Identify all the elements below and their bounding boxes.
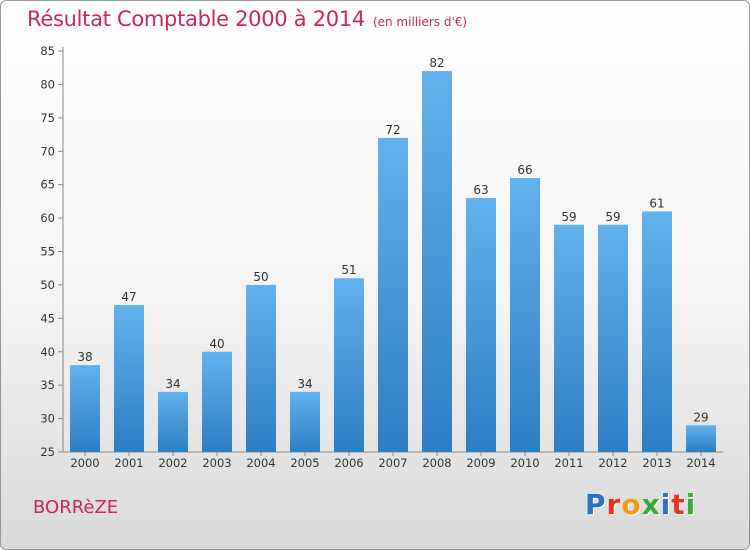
logo-letter: i bbox=[685, 488, 697, 521]
bar-value-label: 34 bbox=[297, 377, 312, 391]
bar-value-label: 40 bbox=[209, 337, 224, 351]
bar-value-label: 51 bbox=[341, 263, 356, 277]
y-tick-label: 75 bbox=[40, 111, 55, 125]
y-tick-label: 60 bbox=[40, 211, 55, 225]
commune-name: BORRèZE bbox=[33, 497, 119, 518]
bar-value-label: 82 bbox=[429, 56, 444, 70]
x-tick-label: 2013 bbox=[642, 456, 671, 470]
chart-title-text: Résultat Comptable 2000 à 2014 bbox=[27, 7, 365, 31]
proxiti-logo: Proxiti bbox=[585, 488, 696, 521]
chart-subtitle: (en milliers d'€) bbox=[372, 15, 468, 29]
y-tick-label: 40 bbox=[40, 345, 55, 359]
bar bbox=[686, 425, 716, 452]
bar-value-label: 59 bbox=[561, 210, 576, 224]
x-tick-label: 2012 bbox=[598, 456, 627, 470]
bar bbox=[202, 351, 232, 452]
x-tick-label: 2005 bbox=[290, 456, 319, 470]
x-tick-label: 2000 bbox=[70, 456, 99, 470]
bar-value-label: 50 bbox=[253, 270, 268, 284]
y-tick-label: 45 bbox=[40, 311, 55, 325]
x-tick-label: 2003 bbox=[202, 456, 231, 470]
bar bbox=[378, 137, 408, 452]
bar-value-label: 63 bbox=[473, 183, 488, 197]
x-tick-label: 2002 bbox=[158, 456, 187, 470]
x-tick-label: 2009 bbox=[466, 456, 495, 470]
data-labels: 38 47 34 40 50 34 51 72 82 63 66 59 59 61 29 bbox=[77, 56, 708, 424]
y-tick-label: 80 bbox=[40, 77, 55, 91]
y-tick-label: 65 bbox=[40, 178, 55, 192]
y-tick-label: 30 bbox=[40, 412, 55, 426]
y-tick-label: 55 bbox=[40, 245, 55, 259]
y-tick-label: 25 bbox=[40, 445, 55, 459]
bar bbox=[70, 365, 100, 452]
x-tick-label: 2014 bbox=[686, 456, 715, 470]
bar-value-label: 59 bbox=[605, 210, 620, 224]
x-tick-label: 2011 bbox=[554, 456, 583, 470]
bar-value-label: 66 bbox=[517, 163, 532, 177]
bar-value-label: 47 bbox=[121, 290, 136, 304]
bar bbox=[642, 211, 672, 452]
logo-letter: r bbox=[606, 488, 622, 521]
bar bbox=[158, 391, 188, 452]
bar-value-label: 72 bbox=[385, 123, 400, 137]
bar-series bbox=[70, 71, 716, 453]
bar bbox=[598, 224, 628, 452]
x-tick-label: 2001 bbox=[114, 456, 143, 470]
y-tick-label: 35 bbox=[40, 378, 55, 392]
x-tick-label: 2006 bbox=[334, 456, 363, 470]
bar-value-label: 29 bbox=[693, 410, 708, 424]
x-tick-label: 2004 bbox=[246, 456, 275, 470]
y-tick-label: 70 bbox=[40, 144, 55, 158]
logo-letter: P bbox=[585, 488, 607, 521]
chart-title: Résultat Comptable 2000 à 2014 (en millie… bbox=[27, 7, 467, 31]
bar bbox=[554, 224, 584, 452]
bar bbox=[510, 177, 540, 452]
logo-letter: x bbox=[641, 488, 661, 521]
bar-value-label: 34 bbox=[165, 377, 180, 391]
bar bbox=[334, 278, 364, 452]
x-tick-label: 2010 bbox=[510, 456, 539, 470]
x-tick-label: 2008 bbox=[422, 456, 451, 470]
x-tick-label: 2007 bbox=[378, 456, 407, 470]
logo-letter: o bbox=[621, 488, 642, 521]
logo-letter: i bbox=[660, 488, 672, 521]
y-tick-label: 50 bbox=[40, 278, 55, 292]
bar bbox=[290, 391, 320, 452]
chart-axes: 25 30 35 40 45 50 55 60 65 70 75 80 85 2000 2001 2002 20… bbox=[40, 44, 723, 470]
bar-value-label: 61 bbox=[649, 196, 664, 210]
bar bbox=[466, 198, 496, 452]
bar bbox=[114, 304, 144, 452]
bar-value-label: 38 bbox=[77, 350, 92, 364]
logo-letter: t bbox=[671, 488, 686, 521]
y-tick-label: 85 bbox=[40, 44, 55, 58]
bar bbox=[422, 71, 452, 453]
bar bbox=[246, 284, 276, 452]
